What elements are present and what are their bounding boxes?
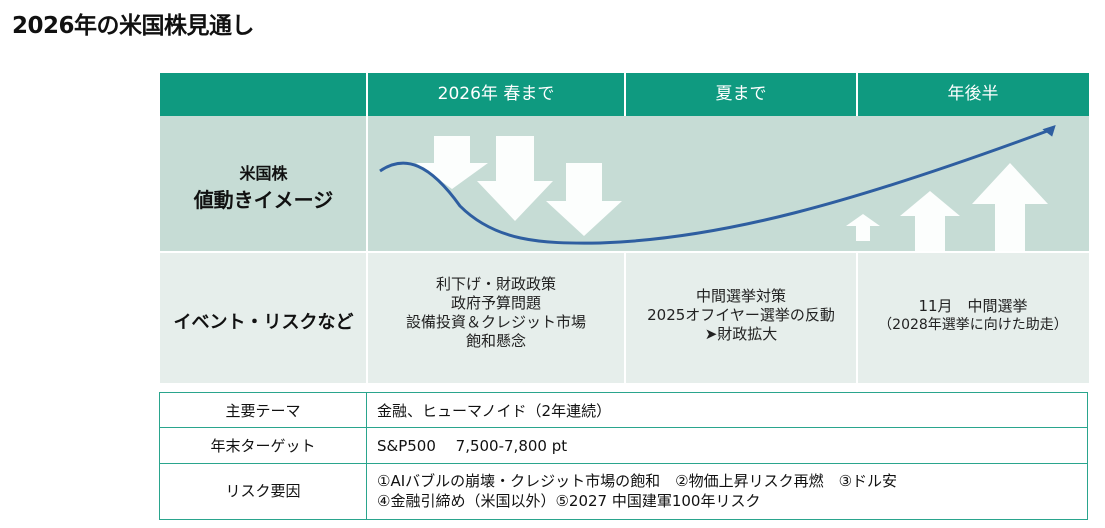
up-arrow-icon: [972, 163, 1048, 251]
table-row: 年末ターゲット S&P500 7,500-7,800 pt: [159, 427, 1088, 464]
theme-value: 金融、ヒューマノイド（2年連続）: [366, 391, 1088, 429]
price-label-line1: 米国株: [239, 164, 288, 183]
up-arrow-icon: [900, 191, 960, 251]
event-line: 中間選挙対策: [695, 287, 786, 305]
price-image-graphic: [379, 124, 1056, 251]
event-line: 利下げ・財政政策: [435, 275, 556, 293]
event-line: 設備投資＆クレジット市場: [405, 313, 586, 331]
period-header-second-half: 年後半: [947, 84, 999, 104]
header-divider: [366, 73, 368, 116]
theme-label: 主要テーマ: [159, 391, 367, 429]
event-line: 2025オフイヤー選挙の反動: [647, 306, 835, 324]
down-arrow-icon: [546, 163, 622, 236]
down-arrow-icon: [477, 136, 553, 221]
events-label: イベント・リスクなど: [173, 312, 354, 333]
event-line: 政府予算問題: [450, 294, 541, 312]
risk-line: ④金融引締め（米国以外）⑤2027 中国建軍100年リスク: [377, 492, 761, 511]
events-summer: 中間選挙対策 2025オフイヤー選挙の反動 ➤財政拡大: [625, 287, 857, 344]
table-row: リスク要因 ①AIバブルの崩壊・クレジット市場の飽和 ②物価上昇リスク再燃 ③ド…: [159, 462, 1088, 521]
event-line: 飽和懸念: [465, 332, 526, 350]
period-header-spring: 2026年 春まで: [437, 84, 555, 104]
theme-line: 金融、ヒューマノイド（2年連続）: [377, 401, 612, 420]
target-line: S&P500 7,500-7,800 pt: [377, 436, 568, 455]
event-line: ➤財政拡大: [704, 325, 778, 343]
target-value: S&P500 7,500-7,800 pt: [366, 427, 1088, 464]
price-image-row: 米国株 値動きイメージ: [160, 116, 1089, 251]
arrow-head-icon: [1042, 124, 1056, 137]
risk-line: ①AIバブルの崩壊・クレジット市場の飽和 ②物価上昇リスク再燃 ③ドル安: [377, 472, 898, 491]
header-divider: [856, 73, 858, 116]
price-label-line2: 値動きイメージ: [193, 188, 334, 212]
up-arrow-icon: [846, 214, 880, 241]
row-divider: [366, 253, 368, 383]
row-divider: [856, 253, 858, 383]
target-label: 年末ターゲット: [159, 427, 367, 464]
period-header-summer: 夏まで: [715, 84, 767, 104]
page-title: 2026年の米国株見通し: [12, 13, 255, 39]
price-curve: [379, 128, 1051, 245]
events-second-half: 11月 中間選挙 （2028年選挙に向けた助走）: [857, 297, 1089, 335]
events-row: イベント・リスクなど 利下げ・財政政策 政府予算問題 設備投資＆クレジット市場 …: [160, 253, 1089, 383]
row-divider: [624, 253, 626, 383]
themes-table: 主要テーマ 金融、ヒューマノイド（2年連続） 年末ターゲット S&P500 7,…: [159, 391, 1088, 521]
outlook-diagram: 2026年 春まで 夏まで 年後半 米国株 値動きイメージ イベント・リスクなど…: [160, 73, 1089, 383]
period-header-row: 2026年 春まで 夏まで 年後半: [160, 73, 1089, 116]
risk-label: リスク要因: [159, 462, 367, 521]
events-spring: 利下げ・財政政策 政府予算問題 設備投資＆クレジット市場 飽和懸念: [367, 275, 625, 351]
event-line: （2028年選挙に向けた助走）: [878, 317, 1068, 333]
header-divider: [624, 73, 626, 116]
risk-value: ①AIバブルの崩壊・クレジット市場の飽和 ②物価上昇リスク再燃 ③ドル安 ④金融…: [366, 462, 1088, 521]
row-divider: [366, 116, 368, 251]
table-row: 主要テーマ 金融、ヒューマノイド（2年連続）: [159, 391, 1088, 429]
event-line: 11月 中間選挙: [918, 297, 1028, 315]
